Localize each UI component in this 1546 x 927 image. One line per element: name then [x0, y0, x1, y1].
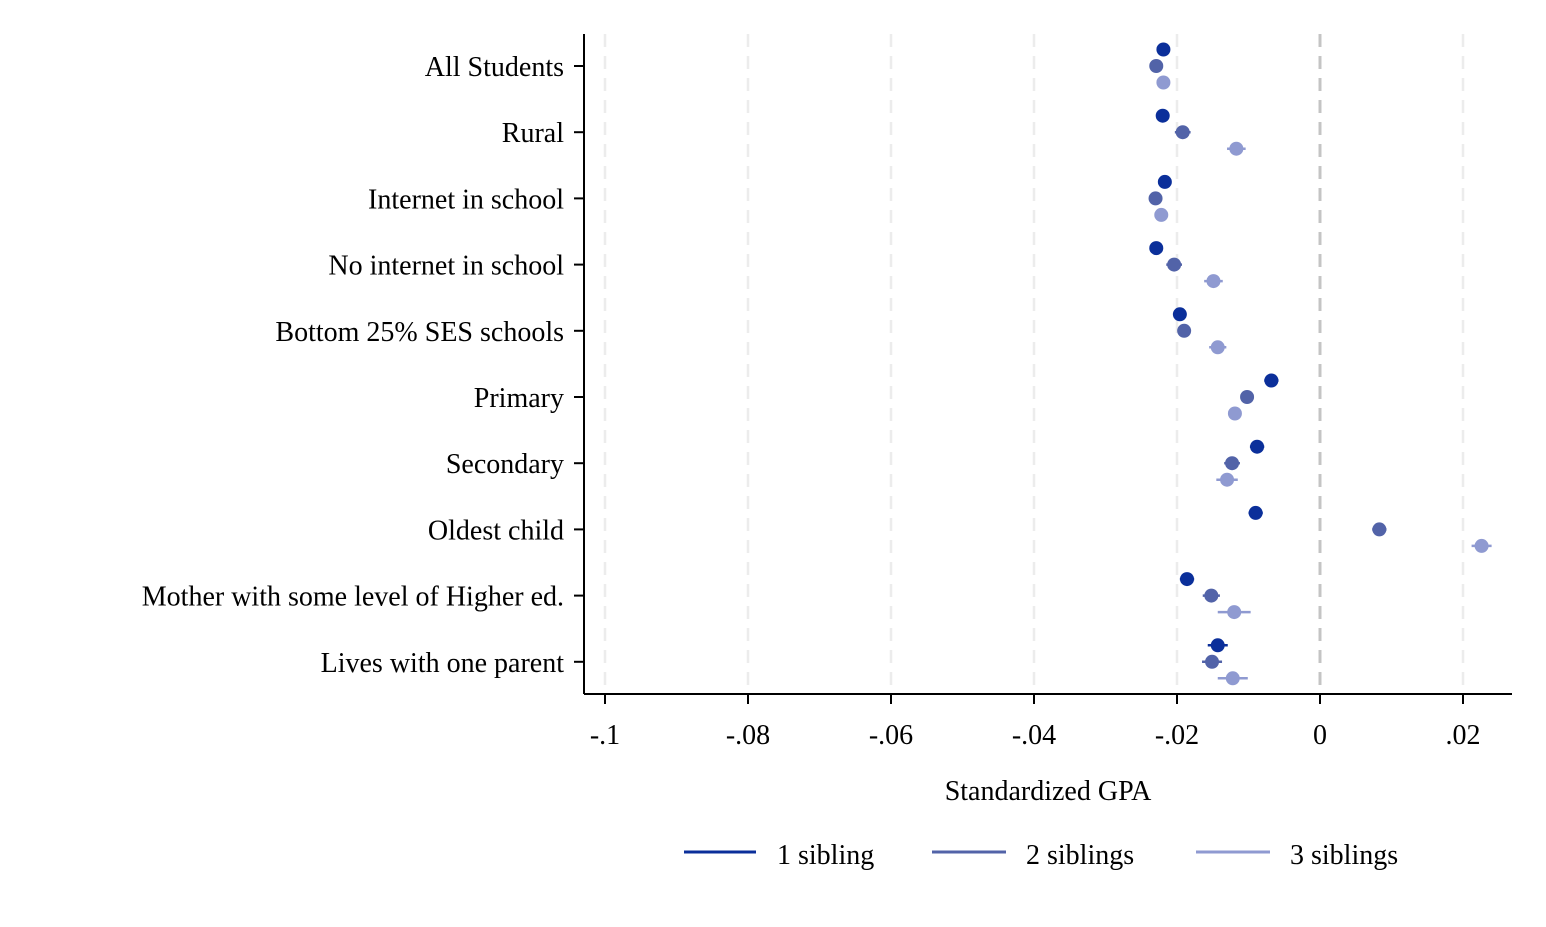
axes: [574, 34, 1512, 704]
x-tick-labels: -.1 -.08 -.06 -.04 -.02 0 .02: [590, 720, 1481, 751]
data-marks: [1148, 42, 1492, 686]
data-point: [1149, 241, 1164, 256]
data-point: [1220, 472, 1235, 487]
data-point: [1167, 257, 1182, 272]
data-point: [1205, 654, 1220, 669]
legend: 1 sibling 2 siblings 3 siblings: [684, 840, 1398, 871]
category-label: Internet in school: [368, 184, 564, 215]
data-point: [1210, 638, 1225, 653]
data-point: [1210, 340, 1225, 355]
data-point: [1225, 456, 1240, 471]
x-tick-label: -.02: [1155, 720, 1199, 751]
category-label: All Students: [425, 52, 564, 83]
data-point: [1240, 390, 1255, 404]
category-label: Lives with one parent: [321, 648, 565, 679]
data-point: [1149, 59, 1164, 73]
x-tick-label: -.04: [1012, 720, 1056, 751]
x-tick-label: .02: [1446, 720, 1481, 751]
data-point: [1180, 572, 1195, 587]
data-point: [1250, 439, 1265, 454]
data-point: [1474, 538, 1489, 553]
data-point: [1148, 191, 1163, 206]
data-point: [1264, 373, 1279, 388]
x-axis-title: Standardized GPA: [945, 776, 1152, 807]
category-labels: All Students Rural Internet in school No in…: [142, 52, 564, 679]
category-label: Primary: [474, 383, 564, 414]
category-label: Bottom 25% SES schools: [275, 317, 564, 348]
legend-label: 1 sibling: [777, 840, 874, 871]
data-point: [1225, 671, 1240, 686]
data-point: [1206, 274, 1221, 289]
x-tick-label: -.06: [869, 720, 913, 751]
x-tick-label: -.08: [726, 720, 770, 751]
grid-lines: [603, 34, 1465, 694]
data-point: [1157, 174, 1172, 189]
x-tick-label: 0: [1313, 720, 1327, 751]
data-point: [1175, 125, 1190, 140]
legend-label: 3 siblings: [1290, 840, 1398, 871]
data-point: [1372, 522, 1387, 537]
data-point: [1248, 505, 1263, 520]
legend-label: 2 siblings: [1026, 840, 1134, 871]
category-label: Mother with some level of Higher ed.: [142, 582, 564, 613]
data-point: [1155, 108, 1170, 123]
category-label: Rural: [502, 118, 564, 149]
data-point: [1227, 605, 1242, 620]
data-point: [1204, 588, 1219, 603]
category-label: Oldest child: [428, 515, 564, 546]
data-point: [1227, 406, 1242, 421]
category-label: Secondary: [446, 449, 564, 480]
x-tick-label: -.1: [590, 720, 620, 751]
data-point: [1172, 307, 1187, 322]
data-point: [1177, 323, 1192, 338]
data-point: [1156, 75, 1171, 90]
data-point: [1229, 141, 1244, 156]
category-label: No internet in school: [328, 251, 564, 282]
data-point: [1156, 42, 1171, 57]
data-point: [1154, 207, 1169, 222]
